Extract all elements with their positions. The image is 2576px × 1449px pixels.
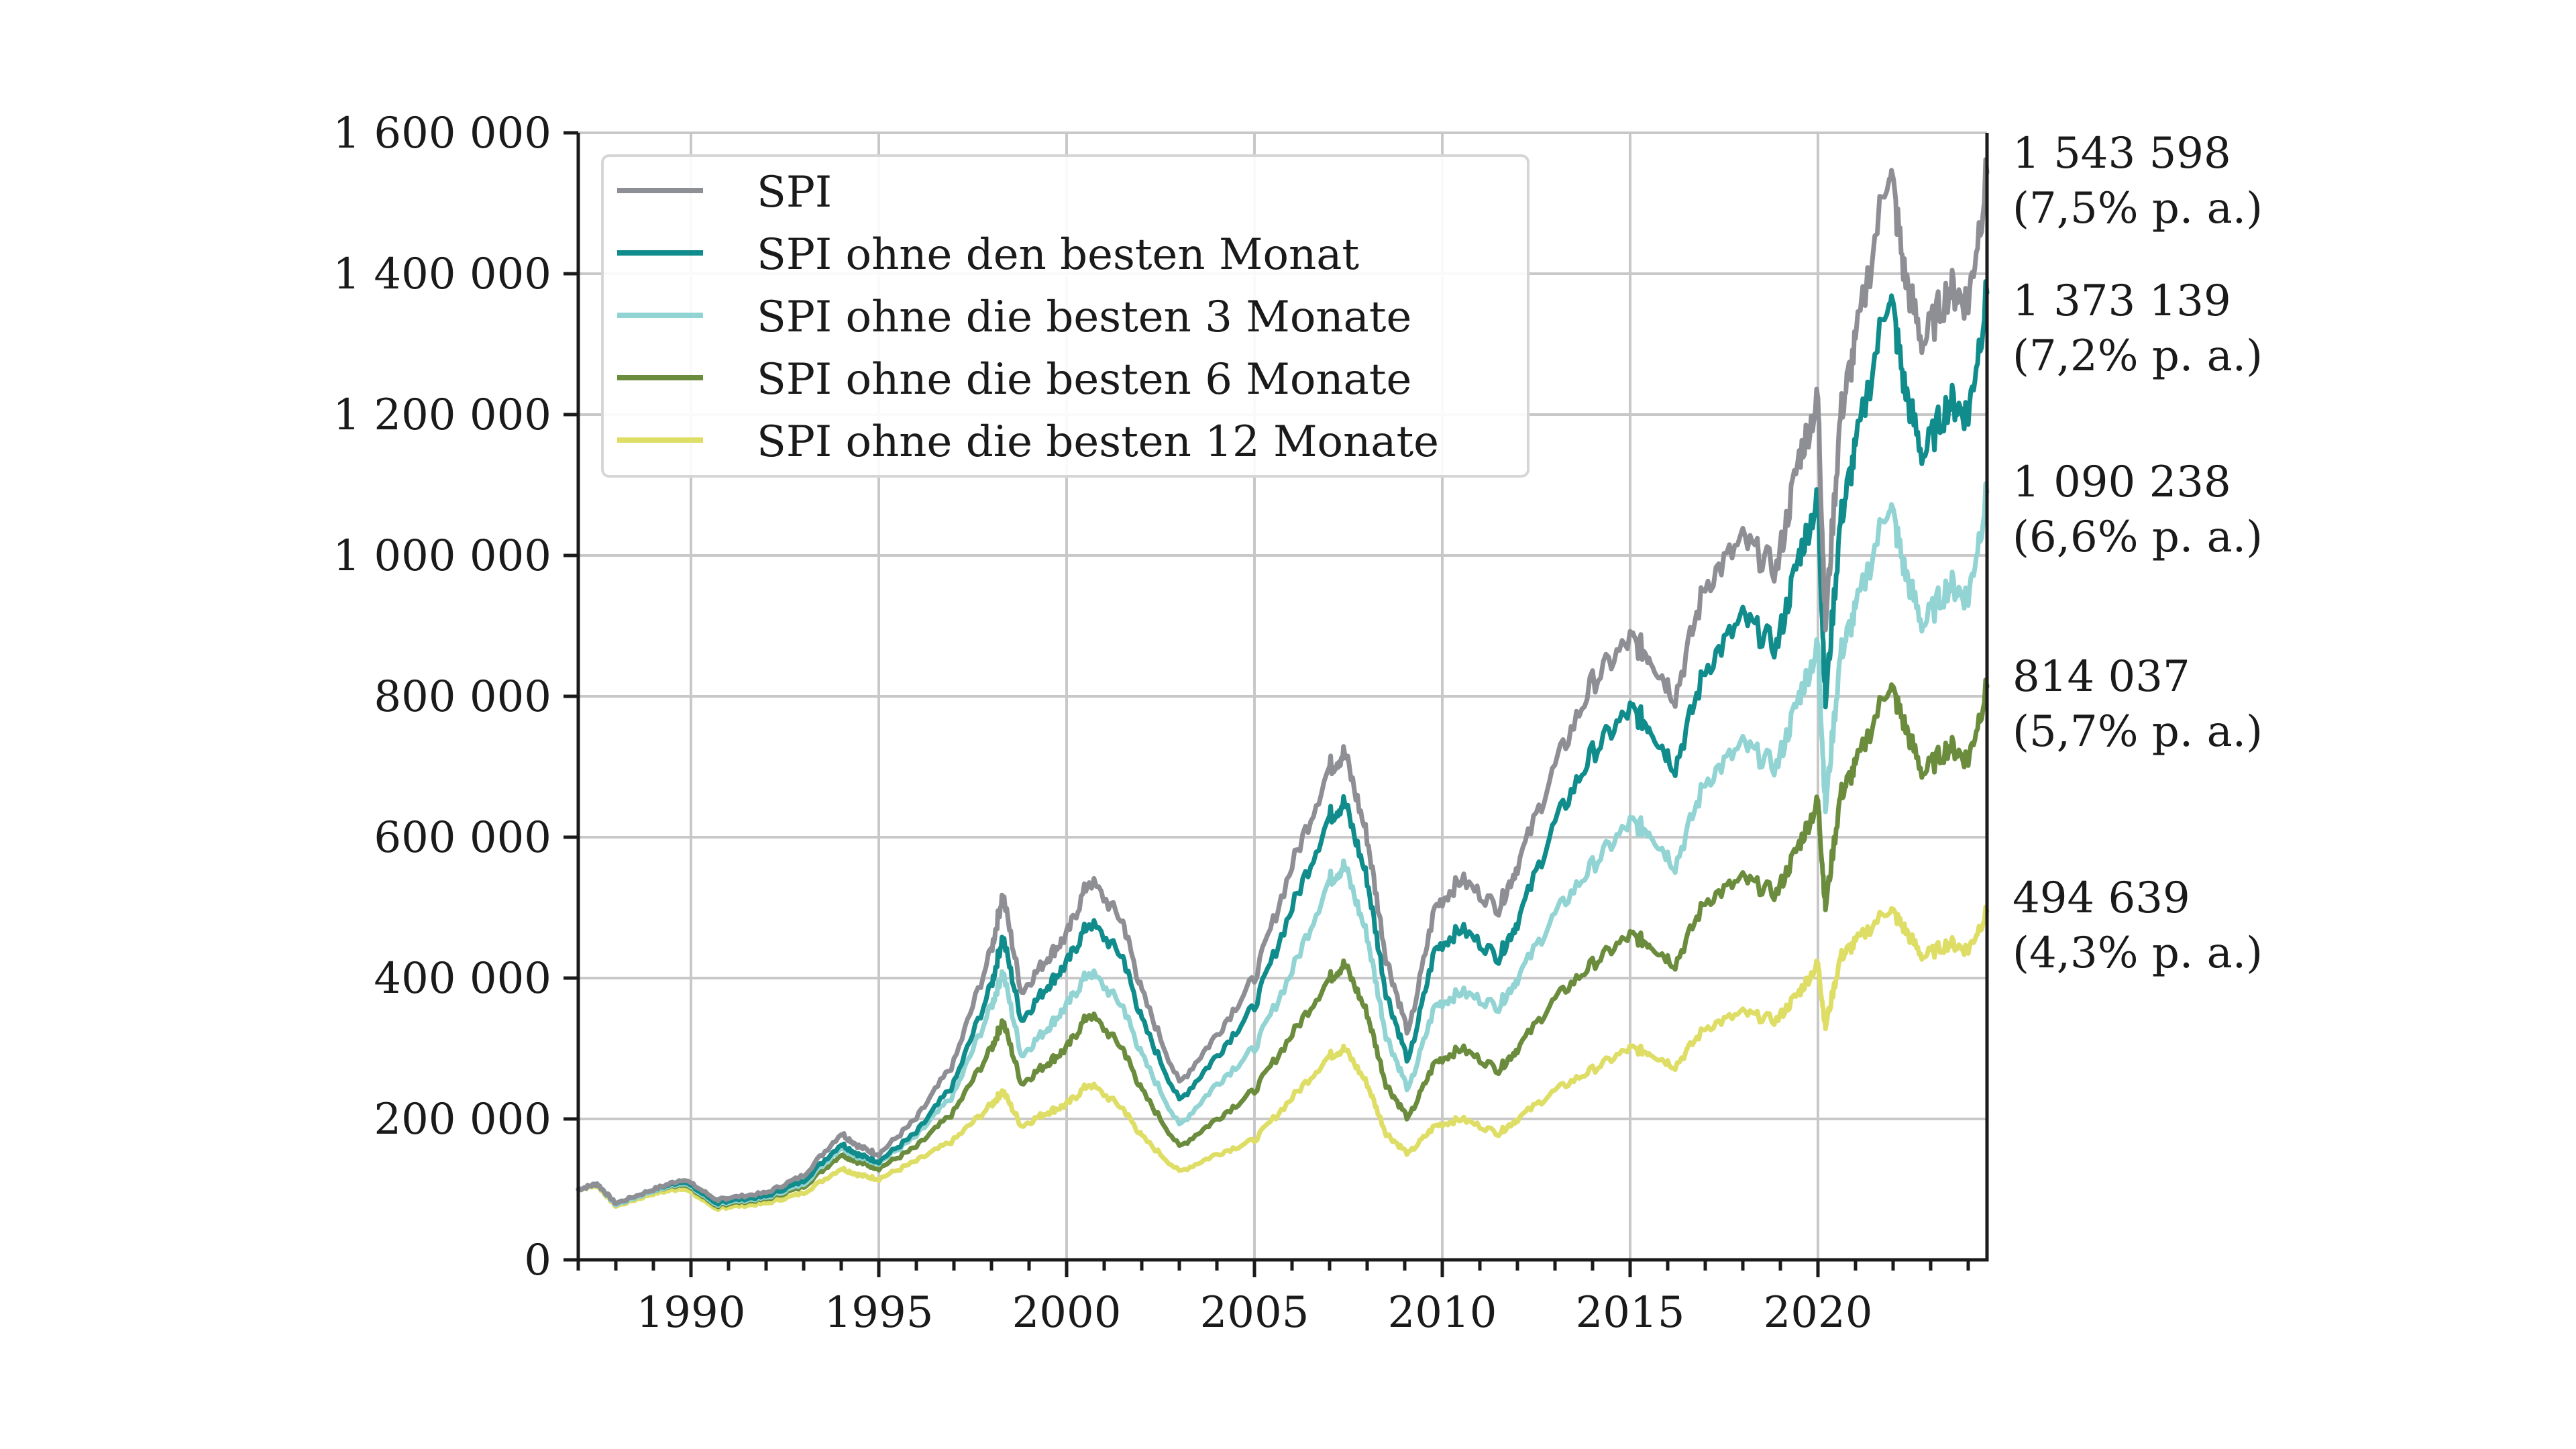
y-tick-label: 400 000 [374, 954, 551, 1004]
y-tick-label: 600 000 [374, 813, 551, 863]
end-value-label: 1 090 238 [2012, 458, 2231, 507]
series-line [576, 904, 1990, 1212]
end-rate-label: (5,7% p. a.) [2012, 707, 2263, 757]
y-tick-label: 1 600 000 [333, 109, 551, 158]
series-line [576, 157, 1990, 1206]
series-line [576, 678, 1990, 1210]
y-tick-label: 0 [524, 1236, 551, 1285]
legend-label: SPI [757, 168, 832, 217]
end-rate-label: (7,2% p. a.) [2012, 331, 2263, 381]
y-tick-label: 200 000 [374, 1095, 551, 1144]
y-tick-label: 1 000 000 [333, 531, 551, 581]
legend-label: SPI ohne den besten Monat [757, 230, 1359, 280]
series-line [576, 481, 1990, 1208]
end-value-label: 1 373 139 [2012, 276, 2231, 326]
end-rate-label: (6,6% p. a.) [2012, 513, 2263, 562]
end-rate-label: (7,5% p. a.) [2012, 184, 2263, 233]
end-value-label: 1 543 598 [2012, 129, 2231, 178]
legend-box [601, 154, 1529, 478]
series-group [576, 157, 1990, 1212]
series-line [576, 279, 1990, 1207]
x-tick-label: 2000 [1012, 1288, 1122, 1338]
y-tick-label: 1 200 000 [333, 390, 551, 440]
x-tick-label: 2020 [1764, 1288, 1873, 1338]
end-value-label: 814 037 [2012, 652, 2190, 702]
x-tick-label: 2005 [1200, 1288, 1309, 1338]
y-tick-label: 800 000 [374, 672, 551, 722]
x-tick-label: 2015 [1576, 1288, 1685, 1338]
x-tick-label: 1995 [824, 1288, 934, 1338]
legend-label: SPI ohne die besten 12 Monate [757, 417, 1439, 467]
end-labels: 1 543 598 (7,5% p. a.) 1 373 139(7,2% p. a… [2012, 129, 2263, 978]
end-value-label: 494 639 [2012, 873, 2190, 923]
y-tick-label: 1 400 000 [333, 250, 551, 299]
legend-label: SPI ohne die besten 3 Monate [757, 292, 1411, 342]
x-tick-label: 1990 [637, 1288, 746, 1338]
legend: SPI SPI ohne den besten Monat SPI ohne die… [601, 154, 1529, 478]
end-rate-label: (4,3% p. a.) [2012, 928, 2263, 978]
ticks: 0 200 000 400 000 600 000 800 000 1 000 000 1 … [333, 109, 1970, 1338]
legend-label: SPI ohne die besten 6 Monate [757, 355, 1411, 405]
x-tick-label: 2010 [1388, 1288, 1497, 1338]
